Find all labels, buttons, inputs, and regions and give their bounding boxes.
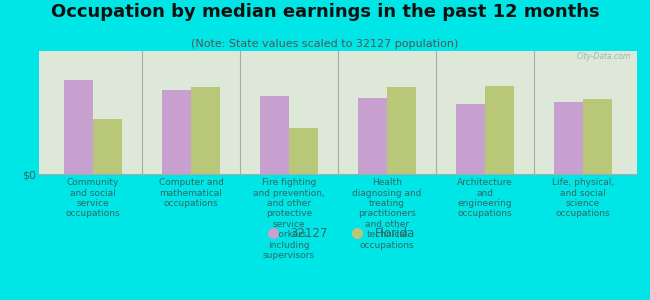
Bar [191,87,220,174]
Bar [93,118,122,174]
Text: City-Data.com: City-Data.com [577,52,631,61]
Bar [358,98,387,174]
Bar [162,90,191,174]
Bar [583,99,612,174]
Text: (Note: State values scaled to 32127 population): (Note: State values scaled to 32127 popu… [191,39,459,49]
Bar [64,80,93,174]
Legend: 32127, Florida: 32127, Florida [256,222,420,244]
Bar [289,128,318,174]
Bar [456,104,485,174]
Bar [485,86,514,174]
Bar [259,96,289,174]
Text: Occupation by median earnings in the past 12 months: Occupation by median earnings in the pas… [51,3,599,21]
Bar [387,87,417,174]
Bar [554,102,583,174]
